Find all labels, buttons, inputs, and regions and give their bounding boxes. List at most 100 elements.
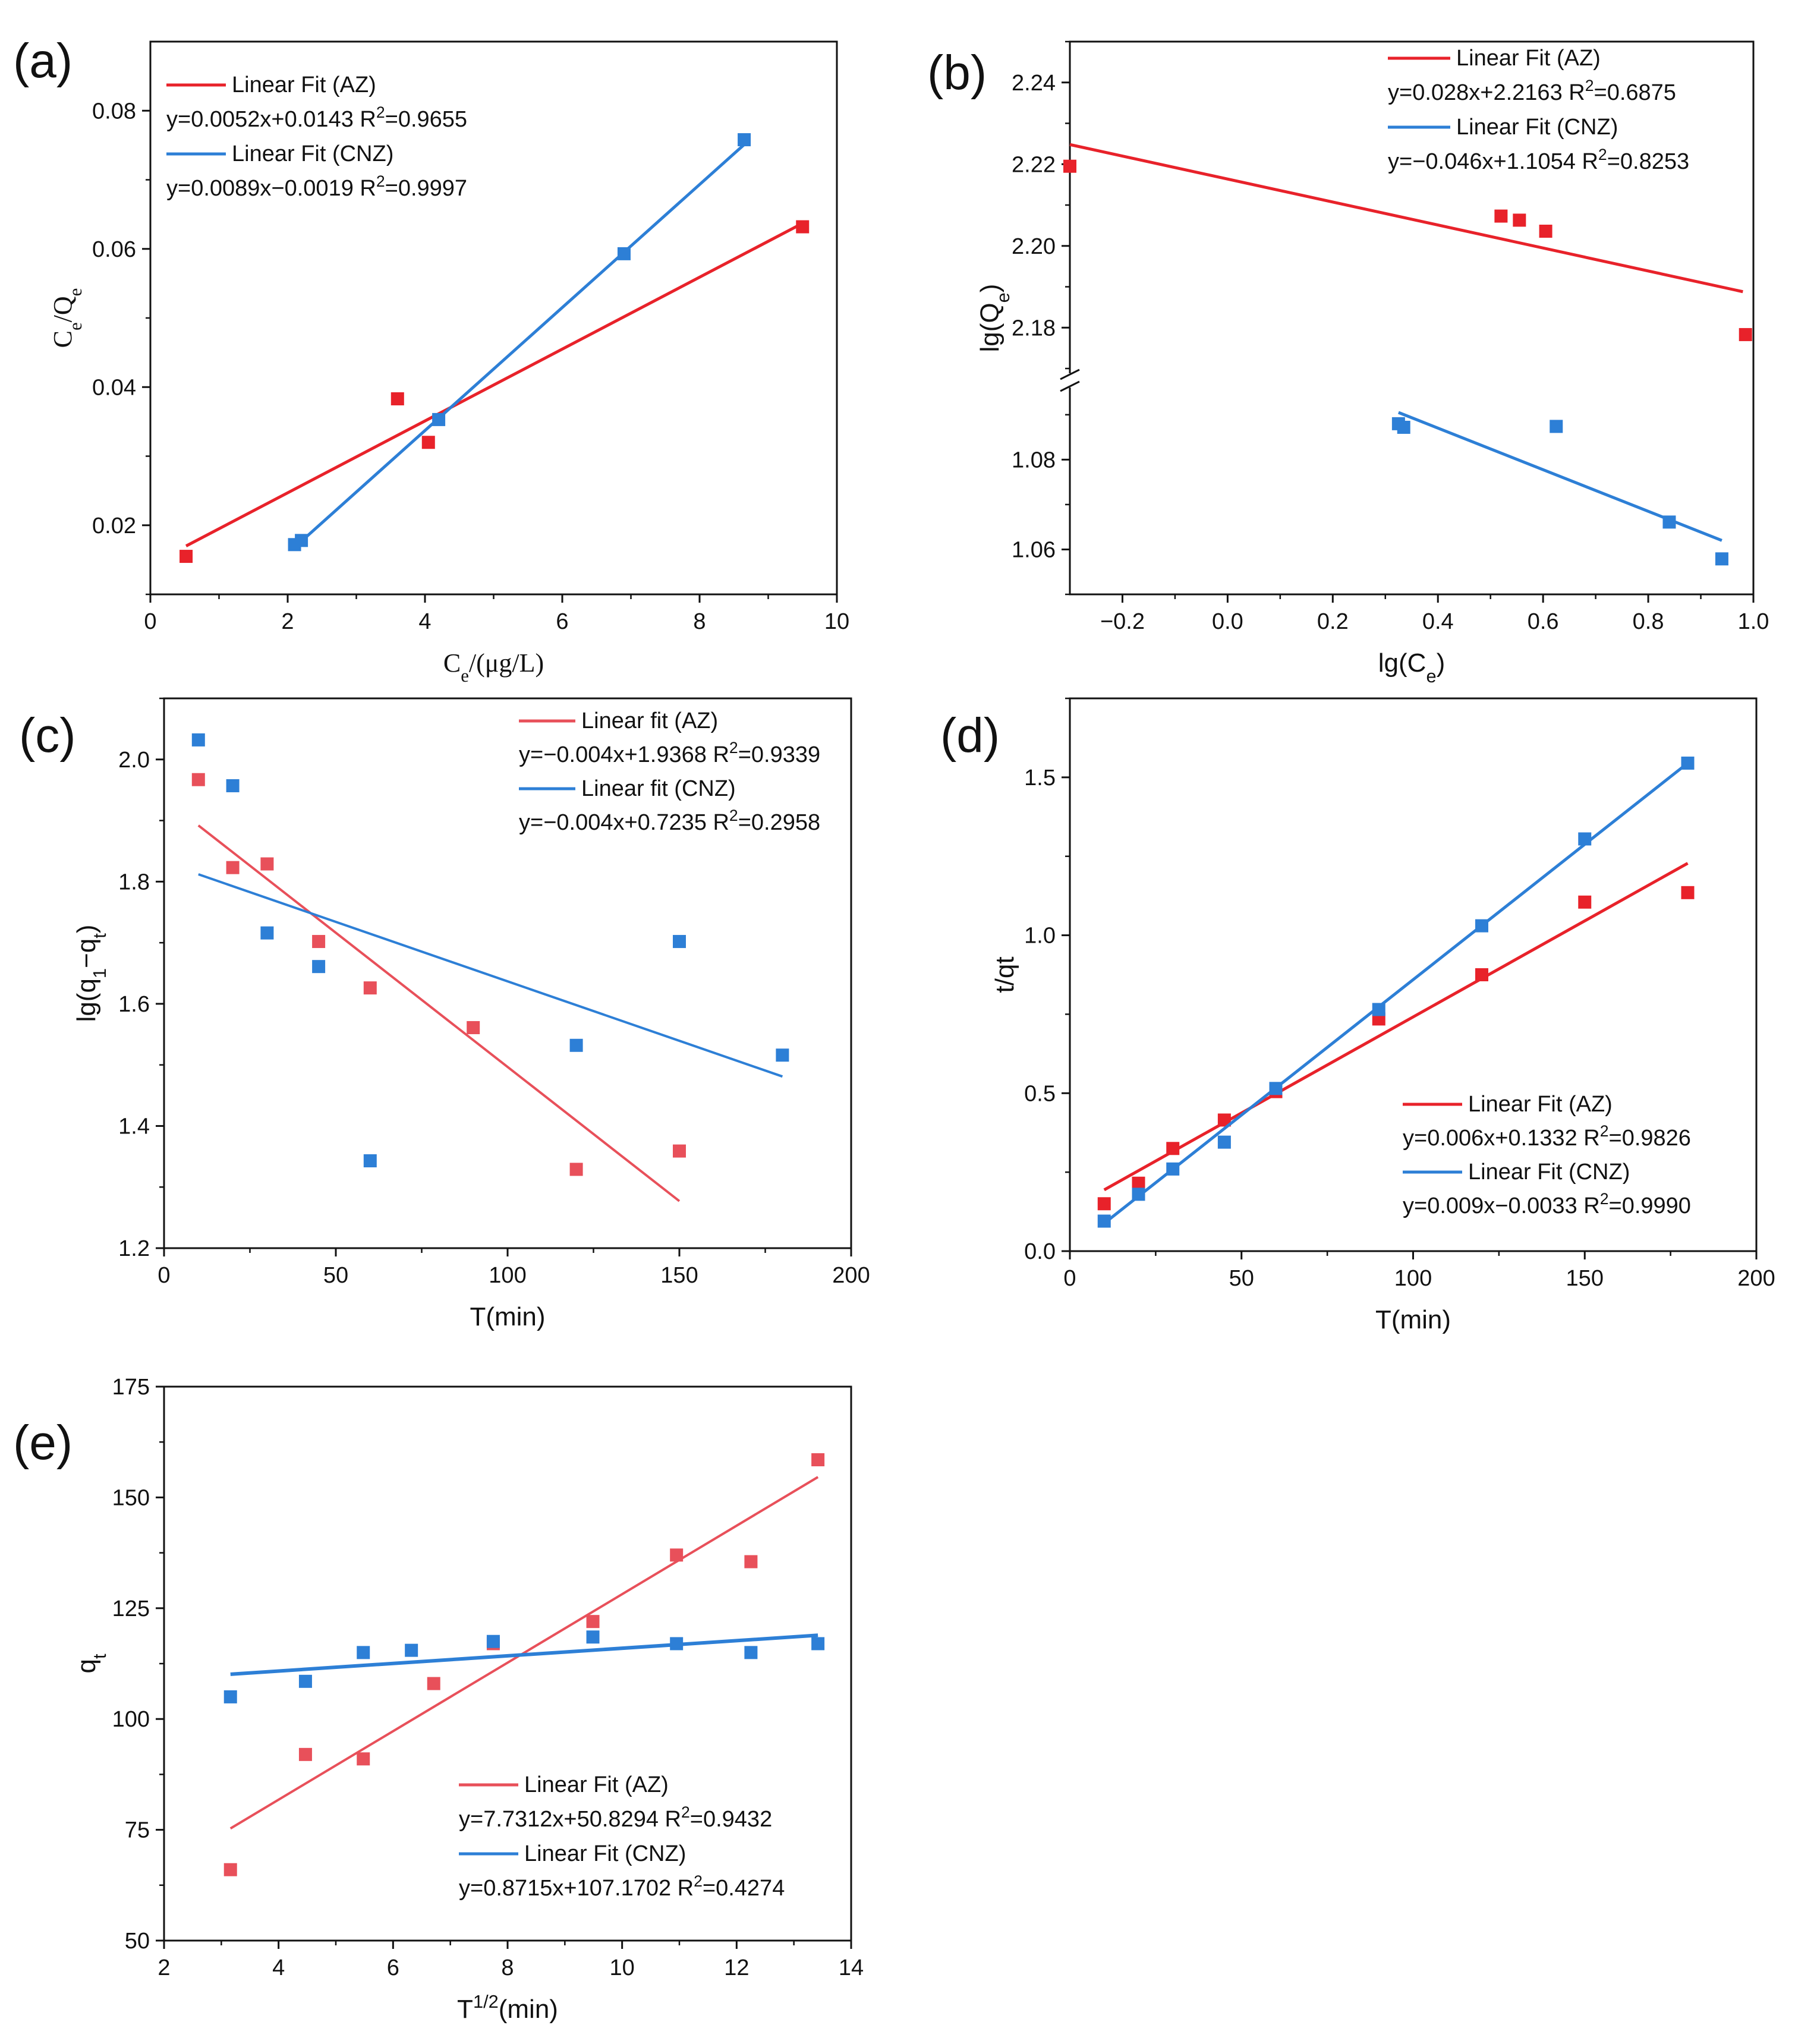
fit-line-cnz	[198, 873, 783, 1078]
y-tick-label: 0.02	[92, 514, 136, 538]
y-tick-label: 175	[112, 1375, 150, 1400]
x-tick-label: 150	[660, 1263, 698, 1288]
series-az	[1063, 143, 1752, 341]
data-point-az	[467, 1021, 480, 1034]
data-point-cnz	[776, 1048, 789, 1062]
data-point-az	[1539, 225, 1552, 238]
series-az	[223, 1453, 825, 1876]
y-tick-label: 1.2	[118, 1236, 150, 1261]
x-axis-label: T1/2(min)	[457, 1991, 558, 2024]
x-tick-label: 1.0	[1738, 609, 1769, 634]
data-point-az	[1578, 895, 1592, 909]
x-tick-label: 0.8	[1633, 609, 1664, 634]
x-tick-label: 8	[693, 609, 706, 634]
data-point-cnz	[1132, 1188, 1145, 1201]
data-point-cnz	[405, 1643, 418, 1657]
legend-label-cnz: Linear Fit (CNZ)	[1468, 1160, 1630, 1185]
y-tick-label: 1.06	[1012, 537, 1056, 562]
legend-label-cnz: Linear Fit (CNZ)	[1456, 115, 1618, 140]
y-tick-label: 2.20	[1012, 234, 1056, 259]
x-tick-label: 6	[556, 609, 568, 634]
x-tick-label: 6	[387, 1955, 399, 1980]
y-tick-label: 0.0	[1024, 1239, 1056, 1264]
data-point-az	[1097, 1197, 1111, 1211]
panel-label: (d)	[940, 708, 1000, 763]
y-tick-label: 1.08	[1012, 448, 1056, 473]
data-point-az	[1475, 968, 1488, 981]
data-point-az	[357, 1752, 370, 1766]
data-point-az	[1217, 1113, 1231, 1127]
fit-line-cnz	[293, 143, 745, 549]
x-tick-label: 0.0	[1212, 609, 1243, 634]
series-cnz	[288, 133, 751, 552]
x-tick-label: 12	[724, 1955, 749, 1980]
x-tick-label: 10	[824, 609, 849, 634]
y-tick-label: 2.18	[1012, 316, 1056, 341]
panel-d: (d) 0 50 100 150 200 T(min) t/qt 0.0 0.5 1.0 1.5 Lin…	[940, 697, 1775, 1334]
data-point-az	[421, 436, 435, 449]
x-axis-label: lg(Ce)	[1378, 648, 1445, 686]
series-cnz	[1097, 756, 1695, 1228]
x-tick-label: 10	[610, 1955, 635, 1980]
y-axis-label: lg(q1−qt)	[72, 925, 110, 1022]
data-point-az	[670, 1548, 684, 1562]
axis-break-gap	[1060, 373, 1079, 388]
x-tick-label: 0.4	[1422, 609, 1454, 634]
legend: Linear Fit (AZ) y=0.028x+2.2163 R2=0.6875…	[1388, 46, 1689, 174]
data-point-cnz	[1397, 420, 1410, 434]
data-point-az	[1166, 1142, 1180, 1155]
data-point-cnz	[1662, 515, 1676, 529]
y-tick-label: 1.5	[1024, 766, 1056, 790]
data-point-cnz	[1372, 1003, 1385, 1016]
series-cnz	[1391, 411, 1728, 566]
data-point-az	[1494, 209, 1508, 223]
legend-label-az: Linear fit (AZ)	[581, 708, 718, 733]
data-point-az	[363, 981, 377, 995]
legend-equation-cnz: y=0.0089x−0.0019 R2=0.9997	[166, 172, 467, 201]
data-point-cnz	[1269, 1082, 1283, 1095]
legend: Linear Fit (AZ) y=7.7312x+50.8294 R2=0.94…	[459, 1772, 785, 1901]
y-tick-label: 0.08	[92, 99, 136, 124]
legend: Linear Fit (AZ) y=0.0052x+0.0143 R2=0.965…	[166, 73, 467, 201]
x-tick-label: 50	[323, 1263, 348, 1288]
panel-b: (b) −0.2 0.0 0.2 0.4 0.6 0.8 1.0 lg(Ce) lg(Qe)2.1…	[927, 40, 1769, 686]
data-point-cnz	[1681, 756, 1695, 770]
fit-line-az	[1069, 143, 1743, 294]
x-tick-label: 200	[1737, 1266, 1775, 1291]
legend-label-cnz: Linear fit (CNZ)	[581, 776, 736, 801]
data-point-az	[811, 1453, 825, 1467]
x-axis-label: T(min)	[470, 1302, 545, 1331]
data-point-az	[191, 773, 205, 786]
panel-label: (c)	[19, 708, 76, 763]
y-tick-label: 100	[112, 1707, 150, 1732]
data-point-az	[569, 1163, 583, 1176]
data-point-cnz	[1166, 1162, 1180, 1176]
data-point-az	[1063, 159, 1076, 173]
data-point-cnz	[223, 1690, 237, 1703]
data-point-cnz	[432, 412, 446, 426]
legend-equation-az: y=0.028x+2.2163 R2=0.6875	[1388, 77, 1676, 105]
fit-line-az	[197, 824, 681, 1202]
fit-line-cnz	[230, 1633, 818, 1676]
y-axis-label: qt	[72, 1654, 110, 1673]
y-tick-label: 125	[112, 1596, 150, 1621]
plot-frame	[163, 697, 852, 1249]
legend-equation-cnz: y=0.8715x+107.1702 R2=0.4274	[459, 1872, 785, 1901]
data-point-cnz	[1217, 1135, 1231, 1149]
x-tick-label: 2	[158, 1955, 170, 1980]
data-point-cnz	[738, 133, 751, 147]
legend-label-az: Linear Fit (AZ)	[1456, 46, 1601, 71]
data-point-az	[223, 1863, 237, 1876]
fit-line-cnz	[1103, 761, 1689, 1225]
x-tick-label: 0.6	[1528, 609, 1559, 634]
data-point-cnz	[486, 1634, 500, 1648]
legend-equation-az: y=0.006x+0.1332 R2=0.9826	[1403, 1122, 1691, 1151]
panel-label: (a)	[13, 34, 73, 88]
y-tick-label: 2.24	[1012, 71, 1056, 96]
data-point-cnz	[1475, 919, 1488, 933]
data-point-az	[180, 550, 193, 563]
x-tick-label: 2	[281, 609, 294, 634]
data-point-cnz	[569, 1038, 583, 1052]
data-point-az	[1513, 213, 1526, 227]
